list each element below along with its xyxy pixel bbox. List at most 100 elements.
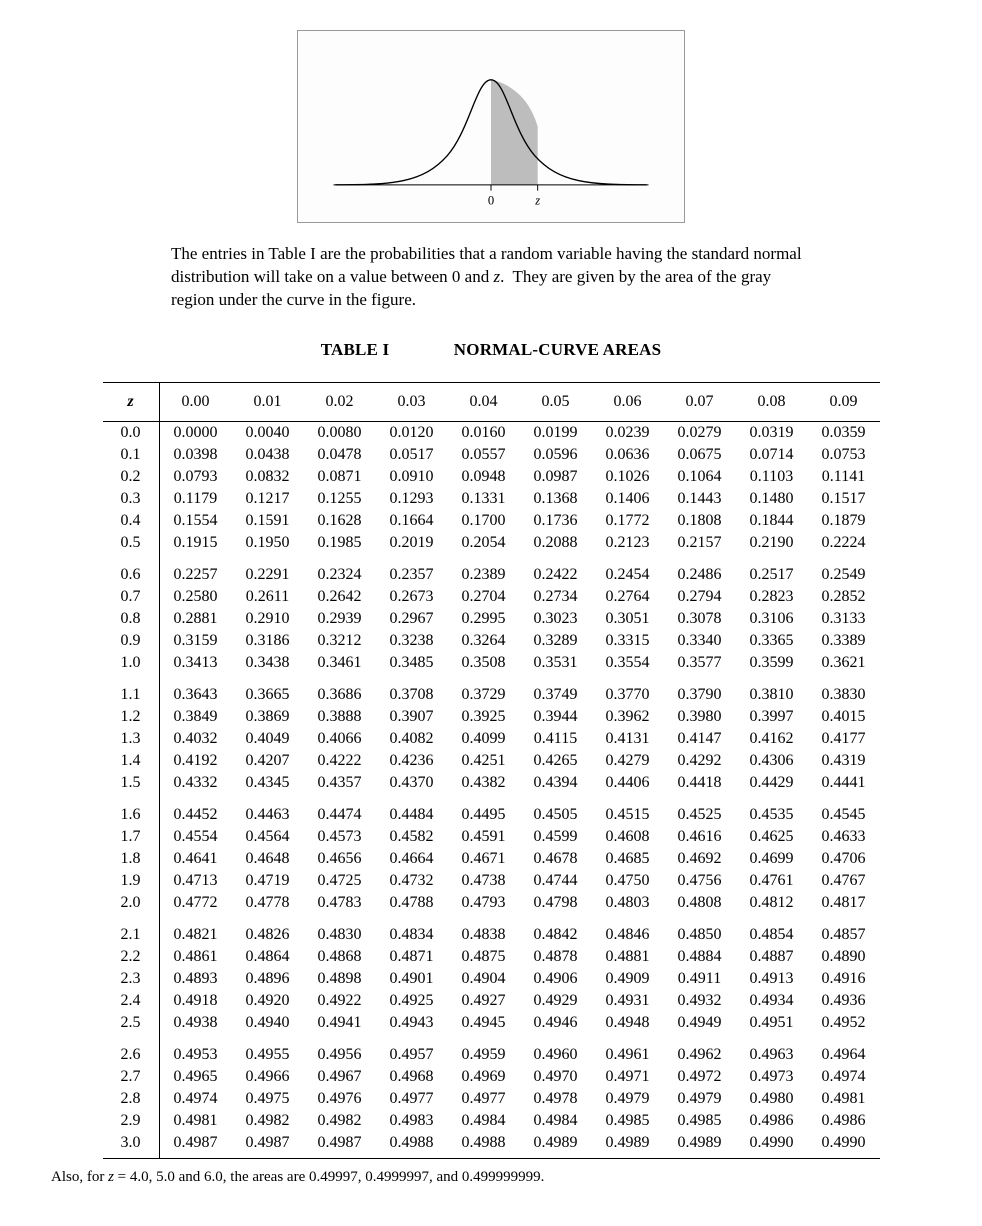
table-cell: 0.1628 — [304, 510, 376, 532]
table-cell: 0.3508 — [448, 652, 520, 674]
row-label: 1.8 — [103, 848, 160, 870]
table-cell: 0.1808 — [664, 510, 736, 532]
table-cell: 0.0675 — [664, 444, 736, 466]
table-cell: 0.3078 — [664, 608, 736, 630]
table-cell: 0.4929 — [520, 990, 592, 1012]
table-cell: 0.4778 — [232, 892, 304, 914]
table-cell: 0.4946 — [520, 1012, 592, 1034]
table-row: 3.00.49870.49870.49870.49880.49880.49890… — [103, 1132, 880, 1159]
row-label: 2.5 — [103, 1012, 160, 1034]
table-cell: 0.4984 — [448, 1110, 520, 1132]
table-cell: 0.1331 — [448, 488, 520, 510]
table-cell: 0.4945 — [448, 1012, 520, 1034]
row-label: 1.6 — [103, 794, 160, 826]
table-cell: 0.3962 — [592, 706, 664, 728]
table-cell: 0.4980 — [736, 1088, 808, 1110]
table-cell: 0.1480 — [736, 488, 808, 510]
row-label: 2.1 — [103, 914, 160, 946]
table-cell: 0.3888 — [304, 706, 376, 728]
table-cell: 0.4564 — [232, 826, 304, 848]
table-cell: 0.2734 — [520, 586, 592, 608]
table-row: 1.20.38490.38690.38880.39070.39250.39440… — [103, 706, 880, 728]
table-cell: 0.4984 — [520, 1110, 592, 1132]
table-cell: 0.2324 — [304, 554, 376, 586]
table-cell: 0.4082 — [376, 728, 448, 750]
table-cell: 0.0948 — [448, 466, 520, 488]
table-cell: 0.4582 — [376, 826, 448, 848]
table-cell: 0.2967 — [376, 608, 448, 630]
table-cell: 0.1293 — [376, 488, 448, 510]
table-cell: 0.4850 — [664, 914, 736, 946]
row-label: 0.3 — [103, 488, 160, 510]
table-cell: 0.4821 — [159, 914, 232, 946]
row-label: 2.3 — [103, 968, 160, 990]
table-cell: 0.4973 — [736, 1066, 808, 1088]
table-cell: 0.0987 — [520, 466, 592, 488]
table-cell: 0.4370 — [376, 772, 448, 794]
table-cell: 0.4878 — [520, 946, 592, 968]
table-cell: 0.4664 — [376, 848, 448, 870]
table-cell: 0.3461 — [304, 652, 376, 674]
table-cell: 0.2704 — [448, 586, 520, 608]
table-row: 1.30.40320.40490.40660.40820.40990.41150… — [103, 728, 880, 750]
table-cell: 0.4783 — [304, 892, 376, 914]
row-label: 1.4 — [103, 750, 160, 772]
table-cell: 0.0040 — [232, 421, 304, 444]
table-row: 1.10.36430.36650.36860.37080.37290.37490… — [103, 674, 880, 706]
table-cell: 0.4966 — [232, 1066, 304, 1088]
table-cell: 0.4962 — [664, 1034, 736, 1066]
table-cell: 0.4616 — [664, 826, 736, 848]
table-cell: 0.0714 — [736, 444, 808, 466]
table-cell: 0.4922 — [304, 990, 376, 1012]
table-cell: 0.4099 — [448, 728, 520, 750]
table-cell: 0.4985 — [664, 1110, 736, 1132]
table-row: 0.10.03980.04380.04780.05170.05570.05960… — [103, 444, 880, 466]
table-cell: 0.1103 — [736, 466, 808, 488]
table-cell: 0.4920 — [232, 990, 304, 1012]
table-cell: 0.4901 — [376, 968, 448, 990]
table-cell: 0.4798 — [520, 892, 592, 914]
table-cell: 0.4767 — [808, 870, 880, 892]
table-cell: 0.3389 — [808, 630, 880, 652]
table-cell: 0.4957 — [376, 1034, 448, 1066]
table-cell: 0.3238 — [376, 630, 448, 652]
table-cell: 0.2642 — [304, 586, 376, 608]
row-label: 1.1 — [103, 674, 160, 706]
table-row: 1.80.46410.46480.46560.46640.46710.46780… — [103, 848, 880, 870]
table-cell: 0.4988 — [376, 1132, 448, 1159]
table-cell: 0.4927 — [448, 990, 520, 1012]
table-cell: 0.4192 — [159, 750, 232, 772]
table-cell: 0.2611 — [232, 586, 304, 608]
table-cell: 0.4641 — [159, 848, 232, 870]
table-cell: 0.4975 — [232, 1088, 304, 1110]
table-cell: 0.4951 — [736, 1012, 808, 1034]
table-cell: 0.2517 — [736, 554, 808, 586]
table-row: 0.40.15540.15910.16280.16640.17000.17360… — [103, 510, 880, 532]
row-label: 0.5 — [103, 532, 160, 554]
table-cell: 0.3577 — [664, 652, 736, 674]
row-label: 0.7 — [103, 586, 160, 608]
table-cell: 0.3643 — [159, 674, 232, 706]
header-col: 0.02 — [304, 382, 376, 421]
table-cell: 0.4147 — [664, 728, 736, 750]
table-cell: 0.4967 — [304, 1066, 376, 1088]
table-cell: 0.4977 — [448, 1088, 520, 1110]
table-cell: 0.4633 — [808, 826, 880, 848]
row-label: 2.7 — [103, 1066, 160, 1088]
table-cell: 0.3599 — [736, 652, 808, 674]
table-cell: 0.4988 — [448, 1132, 520, 1159]
table-cell: 0.0000 — [159, 421, 232, 444]
table-cell: 0.4943 — [376, 1012, 448, 1034]
table-cell: 0.3997 — [736, 706, 808, 728]
table-cell: 0.4452 — [159, 794, 232, 826]
table-cell: 0.3729 — [448, 674, 520, 706]
table-header-row: z 0.000.010.020.030.040.050.060.070.080.… — [103, 382, 880, 421]
table-cell: 0.4761 — [736, 870, 808, 892]
table-cell: 0.2291 — [232, 554, 304, 586]
header-col: 0.07 — [664, 382, 736, 421]
table-cell: 0.4685 — [592, 848, 664, 870]
row-label: 2.9 — [103, 1110, 160, 1132]
table-cell: 0.1217 — [232, 488, 304, 510]
table-cell: 0.4989 — [664, 1132, 736, 1159]
table-cell: 0.4573 — [304, 826, 376, 848]
